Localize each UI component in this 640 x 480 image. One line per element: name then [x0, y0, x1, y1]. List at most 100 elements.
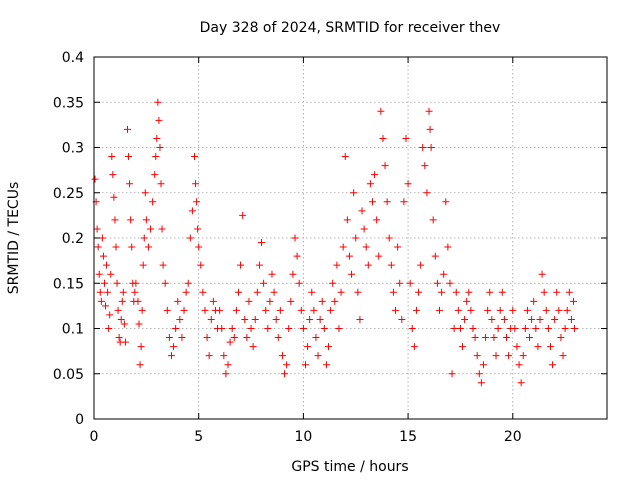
- data-point: [103, 261, 111, 269]
- data-point: [400, 198, 408, 206]
- data-point: [184, 279, 192, 287]
- data-point: [172, 325, 180, 332]
- data-point: [109, 171, 117, 179]
- data-point: [482, 334, 490, 342]
- y-tick-label: 0.1: [62, 322, 84, 338]
- data-point: [569, 297, 577, 305]
- data-point: [174, 297, 182, 305]
- data-point: [563, 306, 571, 314]
- data-point: [97, 297, 105, 305]
- data-point: [299, 325, 307, 332]
- data-point: [111, 216, 119, 224]
- data-point: [207, 315, 215, 323]
- data-point: [272, 315, 280, 323]
- chart-title: Day 328 of 2024, SRMTID for receiver the…: [200, 20, 501, 36]
- data-point: [255, 261, 263, 269]
- data-point: [199, 288, 207, 296]
- y-axis-label: SRMTID / TECUs: [6, 182, 22, 295]
- data-point: [431, 252, 439, 260]
- data-point: [426, 125, 434, 133]
- data-point: [91, 175, 99, 183]
- data-point: [163, 306, 171, 314]
- data-point: [316, 315, 324, 323]
- data-point: [523, 306, 531, 314]
- data-point: [110, 193, 118, 201]
- data-point: [446, 279, 454, 287]
- data-point: [410, 343, 418, 351]
- data-point: [467, 306, 475, 314]
- data-point: [226, 338, 234, 346]
- data-point: [368, 198, 376, 206]
- data-point: [245, 297, 253, 305]
- data-point: [228, 325, 236, 332]
- data-point: [149, 198, 157, 206]
- data-point: [500, 315, 508, 323]
- data-point: [404, 180, 412, 188]
- data-point: [266, 297, 274, 305]
- data-point: [565, 288, 573, 296]
- data-point: [325, 343, 333, 351]
- data-point: [140, 234, 148, 242]
- data-point: [154, 98, 162, 106]
- data-point: [389, 288, 397, 296]
- data-point: [180, 306, 188, 314]
- data-point: [142, 216, 150, 224]
- data-point: [477, 379, 485, 387]
- data-point: [371, 171, 379, 179]
- data-point: [118, 297, 126, 305]
- data-point: [234, 288, 242, 296]
- data-point: [108, 153, 116, 161]
- x-tick-label: 5: [194, 429, 203, 445]
- data-point: [193, 198, 201, 206]
- data-point: [167, 352, 175, 360]
- data-point: [126, 180, 134, 188]
- data-point: [444, 243, 452, 251]
- data-point: [549, 361, 557, 369]
- data-point: [151, 171, 159, 179]
- data-point: [157, 180, 165, 188]
- data-point: [366, 180, 374, 188]
- data-point: [536, 315, 544, 323]
- data-point: [331, 297, 339, 305]
- data-point: [354, 288, 362, 296]
- data-point: [161, 279, 169, 287]
- data-point: [530, 297, 538, 305]
- data-point: [127, 216, 135, 224]
- data-point: [398, 315, 406, 323]
- data-point: [138, 306, 146, 314]
- axis-ticks: 0 0.05 0.1 0.15 0.2 0.25 0.3 0.35 0.4 0 5 10 15 20: [53, 50, 607, 445]
- data-point: [251, 315, 259, 323]
- data-point: [276, 306, 284, 314]
- data-point: [435, 306, 443, 314]
- data-point: [131, 288, 139, 296]
- y-tick-label: 0.35: [53, 95, 84, 111]
- data-point: [538, 270, 546, 278]
- data-point: [561, 325, 569, 332]
- data-point: [381, 162, 389, 170]
- data-point: [119, 288, 127, 296]
- data-point: [528, 315, 536, 323]
- data-point: [224, 361, 232, 369]
- y-tick-label: 0.2: [62, 231, 84, 247]
- data-point: [322, 361, 330, 369]
- data-point: [452, 288, 460, 296]
- data-point: [352, 234, 360, 242]
- data-point: [509, 306, 517, 314]
- data-point: [182, 288, 190, 296]
- data-point: [511, 325, 519, 332]
- y-tick-label: 0.3: [62, 141, 84, 157]
- data-point: [310, 306, 318, 314]
- data-point: [178, 334, 186, 342]
- data-point: [281, 370, 289, 378]
- data-point: [327, 306, 335, 314]
- data-point: [469, 325, 477, 332]
- data-point: [360, 225, 368, 233]
- data-point: [209, 297, 217, 305]
- data-point: [448, 370, 456, 378]
- data-point: [201, 306, 209, 314]
- data-point: [104, 288, 112, 296]
- data-point: [100, 279, 108, 287]
- data-point: [392, 306, 400, 314]
- data-point: [559, 352, 567, 360]
- x-tick-label: 0: [90, 429, 99, 445]
